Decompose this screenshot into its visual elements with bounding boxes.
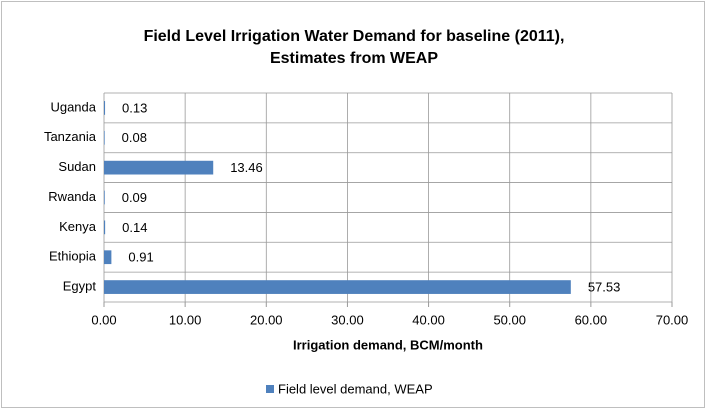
bar [104,130,105,145]
chart-title: Estimates from WEAP [270,50,438,67]
y-tick-label: Kenya [59,219,97,234]
x-tick-label: 30.00 [331,312,364,327]
chart-title: Field Level Irrigation Water Demand for … [144,28,565,45]
data-label: 0.13 [122,100,147,115]
data-label: 0.91 [128,250,153,265]
data-label: 57.53 [588,280,621,295]
x-tick-label: 70.00 [656,312,689,327]
y-tick-label: Egypt [63,279,97,294]
y-tick-label: Sudan [58,159,96,174]
x-tick-label: 60.00 [575,312,608,327]
bar [104,220,106,235]
y-tick-label: Uganda [50,99,96,114]
data-label: 0.14 [122,220,147,235]
y-tick-label: Ethiopia [49,249,97,264]
y-tick-label: Tanzania [44,129,97,144]
data-label: 0.08 [122,130,147,145]
x-tick-label: 50.00 [493,312,526,327]
data-label: 0.09 [122,190,147,205]
x-tick-label: 40.00 [412,312,445,327]
bar [104,101,106,115]
bar [104,250,112,265]
x-tick-label: 10.00 [169,312,202,327]
x-tick-label: 20.00 [250,312,283,327]
legend-swatch [266,385,274,393]
x-tick-label: 0.00 [91,312,116,327]
x-axis-title: Irrigation demand, BCM/month [293,337,483,352]
bar [104,190,105,205]
bar [104,160,214,175]
legend-label: Field level demand, WEAP [278,381,433,396]
y-tick-label: Rwanda [48,189,96,204]
data-label: 13.46 [230,160,263,175]
bar [104,280,571,294]
